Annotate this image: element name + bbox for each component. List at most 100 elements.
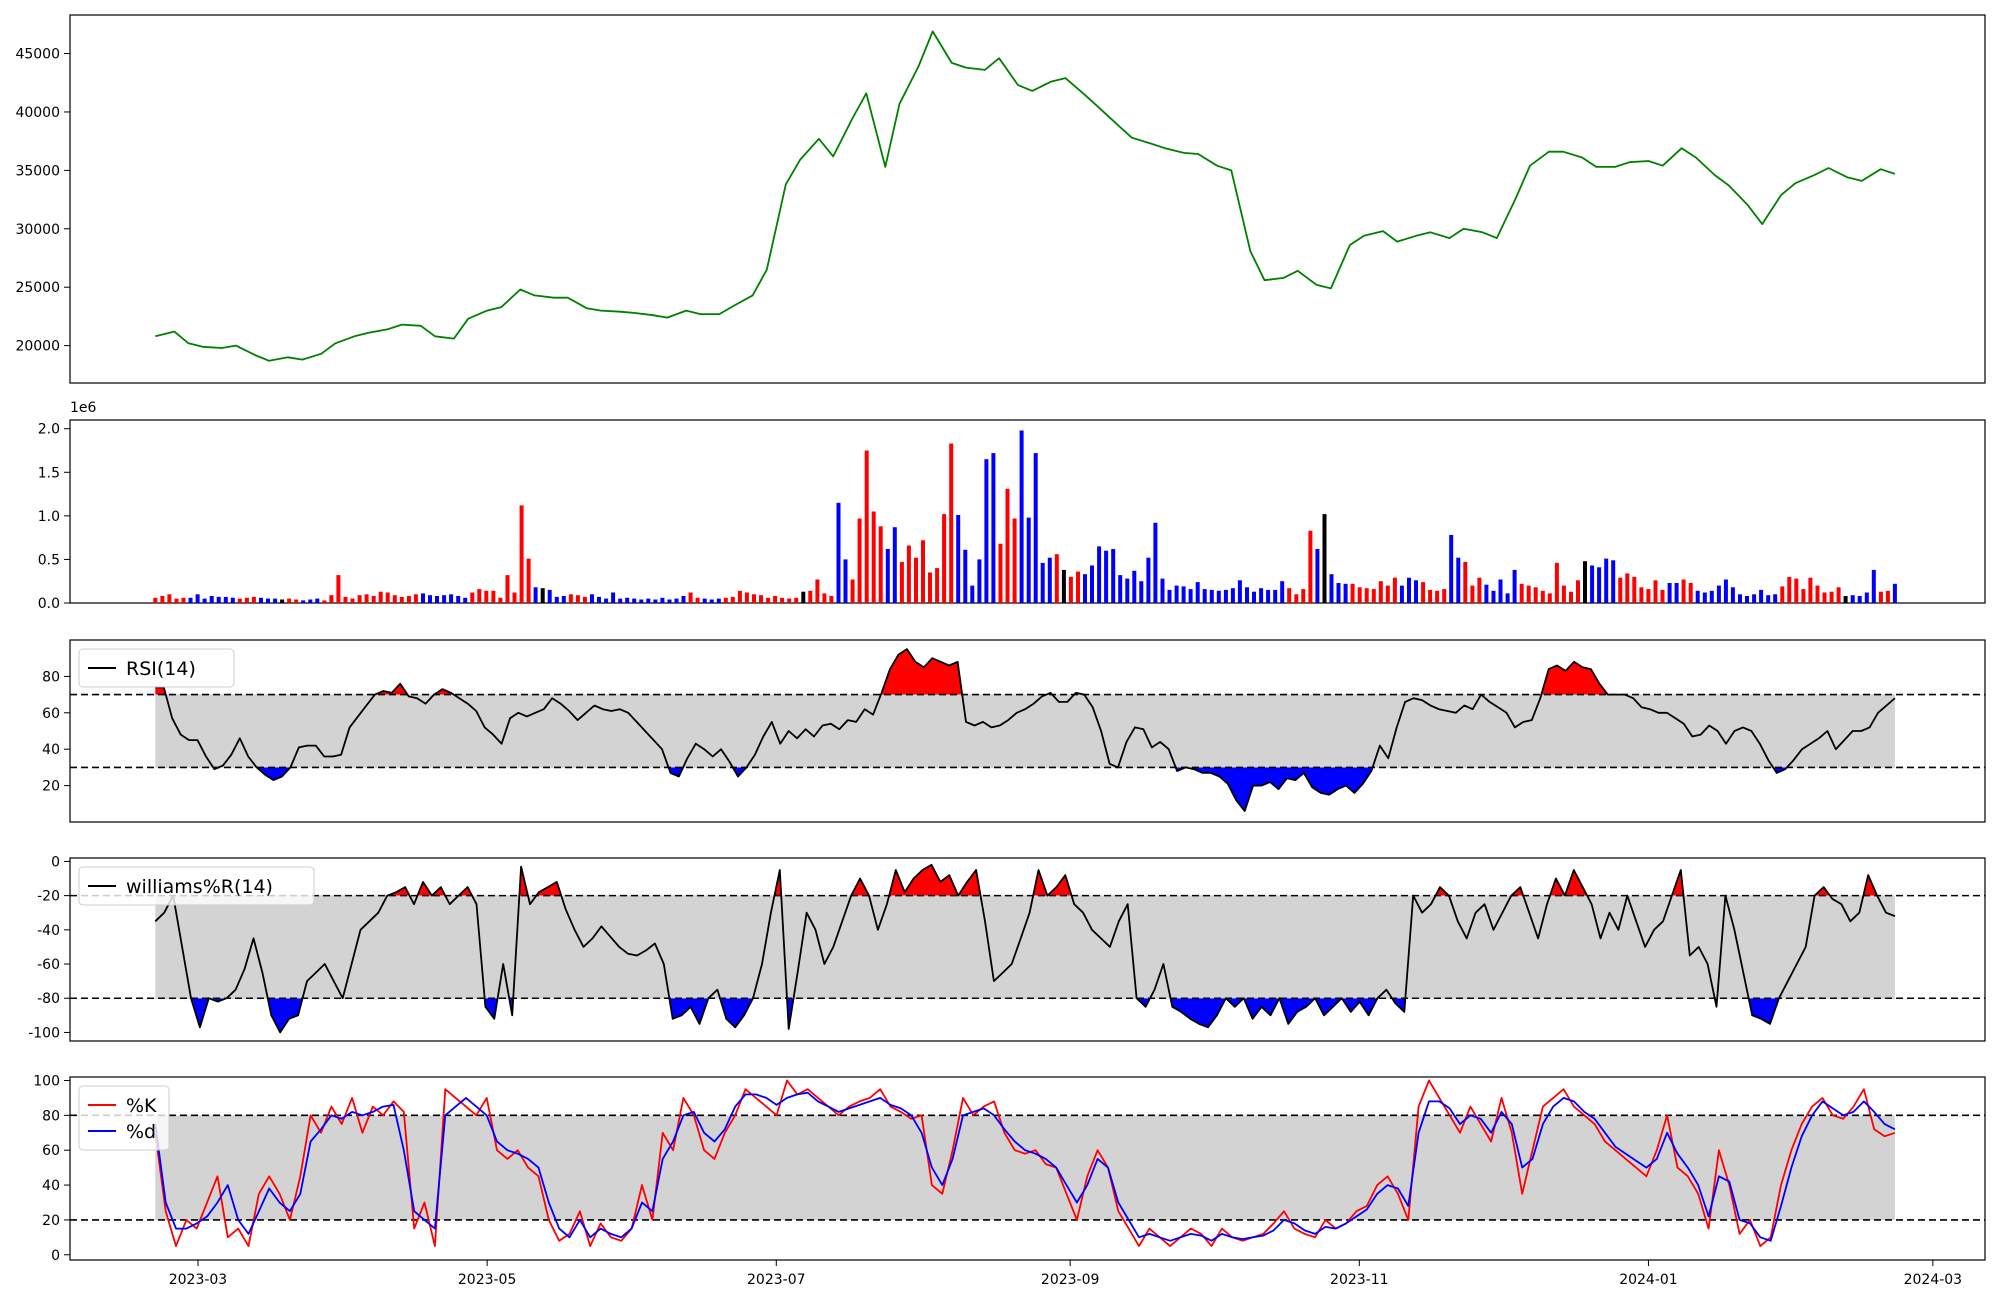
volume-bar xyxy=(1195,582,1200,603)
volume-bar xyxy=(181,597,186,603)
volume-bar xyxy=(843,559,848,603)
volume-bar xyxy=(688,592,693,603)
volume-bar xyxy=(914,557,918,603)
volume-bar xyxy=(1815,585,1820,603)
volume-bar xyxy=(533,587,538,603)
volume-bar xyxy=(1653,580,1658,603)
volume-bar xyxy=(1667,583,1672,603)
volume-bar xyxy=(1259,588,1264,603)
volume-bar xyxy=(273,598,278,603)
volume-bar xyxy=(202,598,207,603)
volume-bar xyxy=(1730,587,1735,603)
volume-offset-text: 1e6 xyxy=(70,400,97,416)
volume-bar xyxy=(1202,589,1207,603)
volume-bar xyxy=(568,594,573,603)
williams-axes-frame xyxy=(69,857,1986,1042)
volume-bar xyxy=(1153,522,1158,603)
volume-bar xyxy=(1773,594,1778,603)
volume-bar xyxy=(597,596,601,603)
volume-bar xyxy=(1301,589,1306,603)
volume-bar xyxy=(1597,567,1602,603)
volume-bar xyxy=(1892,583,1897,603)
volume-bar xyxy=(364,594,369,603)
volume-bar xyxy=(512,592,517,603)
volume-bar xyxy=(223,596,228,603)
stoch-k-line xyxy=(154,1079,1896,1247)
volume-bar xyxy=(413,594,418,603)
volume-bar xyxy=(1822,592,1827,603)
stoch-legend-label: %d xyxy=(126,1121,156,1143)
volume-bar xyxy=(1399,585,1404,603)
volume-bar xyxy=(519,505,524,603)
stoch-ytick-label: 40 xyxy=(42,1178,60,1194)
volume-bar xyxy=(470,592,475,603)
x-tick-label: 2023-03 xyxy=(169,1272,228,1288)
volume-bar xyxy=(1245,587,1249,603)
volume-bar xyxy=(1723,579,1728,603)
volume-bar xyxy=(991,453,996,603)
price-ytick-label: 30000 xyxy=(15,222,60,238)
volume-bar xyxy=(160,596,165,603)
volume-bar xyxy=(1780,586,1785,603)
williams-legend: williams%R(14) xyxy=(78,866,315,906)
volume-bar xyxy=(294,599,299,603)
volume-bar xyxy=(399,596,404,603)
volume-bar xyxy=(1407,577,1411,603)
volume-bar xyxy=(653,599,658,603)
volume-bar xyxy=(1322,514,1327,603)
volume-bar xyxy=(266,598,270,603)
price-ytick-label: 35000 xyxy=(15,163,60,179)
volume-bar xyxy=(1843,596,1848,603)
volume-bar xyxy=(1252,591,1256,603)
volume-bar xyxy=(1681,579,1686,603)
volume-bar xyxy=(1146,557,1151,603)
volume-bar xyxy=(1266,589,1271,603)
volume-bar xyxy=(1421,582,1426,603)
stoch-ytick-label: 0 xyxy=(51,1248,60,1264)
rsi-ytick-label: 40 xyxy=(42,742,60,758)
volume-bar xyxy=(442,595,447,603)
price-axes-frame xyxy=(69,14,1986,384)
volume-bar xyxy=(780,597,785,603)
volume-bar xyxy=(850,579,855,603)
stoch-axes-frame xyxy=(69,1076,1986,1261)
volume-bar xyxy=(928,572,932,603)
volume-bar xyxy=(1357,587,1362,603)
volume-bar xyxy=(1371,589,1376,603)
volume-bar xyxy=(949,443,954,603)
volume-bar xyxy=(1576,580,1580,603)
volume-bar xyxy=(540,588,545,603)
volume-bar xyxy=(1167,589,1172,603)
price-ytick-label: 25000 xyxy=(15,280,60,296)
volume-bar xyxy=(1561,585,1566,603)
volume-bar xyxy=(667,599,672,603)
volume-bar xyxy=(1442,589,1447,603)
volume-bar xyxy=(1181,586,1186,603)
stoch-legend: %K %d xyxy=(78,1085,170,1151)
volume-bar xyxy=(921,540,925,603)
volume-bar xyxy=(1505,593,1510,603)
volume-bar xyxy=(660,597,665,603)
volume-bar xyxy=(498,597,503,603)
volume-bar xyxy=(153,597,158,603)
volume-bar xyxy=(1716,585,1721,603)
volume-bar xyxy=(526,558,531,603)
volume-bar xyxy=(984,459,989,603)
volume-bar xyxy=(611,592,616,603)
volume-bar xyxy=(1111,549,1116,603)
stoch-ytick-label: 100 xyxy=(33,1073,60,1089)
volume-bar xyxy=(1329,574,1334,603)
volume-bar xyxy=(1230,588,1235,603)
volume-bar xyxy=(1463,562,1468,603)
volume-bar xyxy=(618,598,623,603)
volume-panel: 0.0 0.5 1.0 1.5 2.0 1e6 xyxy=(38,400,1986,612)
volume-bar xyxy=(491,590,496,603)
volume-bar xyxy=(744,592,749,603)
volume-bar xyxy=(1350,583,1355,603)
volume-bar xyxy=(1237,580,1242,603)
williams-ytick-label: -100 xyxy=(28,1025,60,1041)
x-tick-label: 2023-07 xyxy=(747,1272,806,1288)
volume-bar xyxy=(864,450,869,603)
volume-bar xyxy=(695,597,700,603)
volume-bar xyxy=(456,596,461,603)
